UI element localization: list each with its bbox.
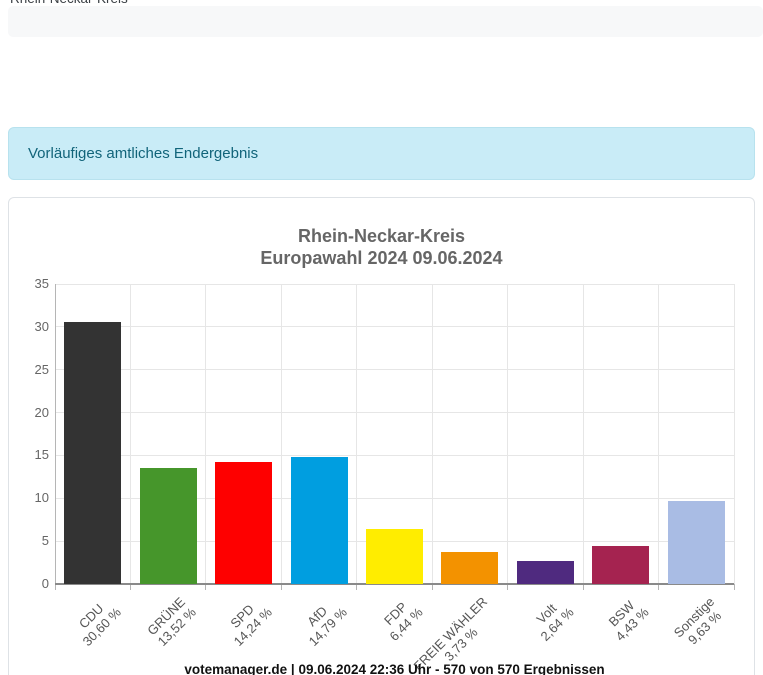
chart-bar-bsw (592, 546, 650, 584)
x-axis-tick (280, 584, 282, 590)
y-gridline (55, 283, 734, 285)
y-gridline (55, 497, 734, 499)
chart-bar-sonstige (667, 501, 725, 584)
x-gridline (658, 284, 660, 584)
x-axis-category-label: GRÜNE 13,52 % (144, 594, 200, 649)
x-axis-tick (733, 584, 735, 590)
x-axis-category-label: BSW 4,43 % (602, 594, 652, 644)
breadcrumb[interactable]: Rhein-Neckar-Kreis (10, 0, 128, 6)
x-axis-line (55, 583, 734, 585)
x-gridline (582, 284, 584, 584)
y-gridline (55, 369, 734, 371)
chart-bar-fdp (366, 528, 423, 584)
chart-bar-spd (215, 461, 273, 584)
y-gridline (55, 326, 734, 328)
y-axis-tick-label: 25 (34, 361, 49, 377)
chart-bar-volt (516, 561, 574, 584)
chart-bar-freie-wähler (441, 552, 499, 584)
x-axis-tick (54, 584, 56, 590)
x-axis-tick (431, 584, 433, 590)
x-axis-category-label: AfD 14,79 % (295, 594, 351, 649)
chart-bar-grüne (139, 468, 197, 584)
chart-card: Rhein-Neckar-Kreis Europawahl 2024 09.06… (8, 197, 755, 675)
x-gridline (507, 284, 509, 584)
result-status-banner: Vorläufiges amtliches Endergebnis (8, 127, 755, 180)
chart-footer: votemanager.de | 09.06.2024 22:36 Uhr - … (184, 662, 605, 675)
y-gridline (55, 412, 734, 414)
x-gridline (280, 284, 282, 584)
y-axis-line (55, 284, 56, 584)
x-gridline (205, 284, 207, 584)
x-axis-tick (356, 584, 358, 590)
y-axis-tick-label: 0 (41, 576, 49, 591)
y-axis-tick-label: 30 (34, 318, 49, 334)
x-axis-category-label: Volt 2,64 % (527, 594, 576, 644)
x-gridline (356, 284, 358, 584)
y-gridline (55, 454, 734, 456)
x-axis-category-label: CDU 30,60 % (69, 594, 124, 649)
y-axis-tick-label: 15 (34, 447, 49, 463)
x-axis-tick (658, 584, 660, 590)
chart-bar-afd (290, 457, 348, 584)
y-axis-tick-label: 20 (34, 404, 49, 420)
x-axis-category-label: Sonstige 9,63 % (671, 594, 728, 651)
x-axis-tick (205, 584, 207, 590)
chart-subtitle: Europawahl 2024 09.06.2024 (260, 248, 503, 268)
result-status-text: Vorläufiges amtliches Endergebnis (28, 145, 259, 162)
x-axis-tick (129, 584, 131, 590)
chart-title: Rhein-Neckar-Kreis (297, 226, 466, 246)
scrolled-content-panel (8, 6, 763, 37)
x-gridline (733, 284, 735, 584)
x-axis-tick (582, 584, 584, 590)
y-axis-tick-label: 35 (34, 276, 49, 291)
y-axis-tick-label: 10 (34, 490, 49, 506)
chart-bar-cdu (64, 321, 122, 584)
plot-area: 0 5 10 15 20 25 30 35 CDU 30,60 % GRÜNE 13,52 % SPD 1… (35, 276, 735, 674)
x-gridline (129, 284, 131, 584)
x-axis-tick (507, 584, 509, 590)
x-gridline (431, 284, 433, 584)
x-axis-category-label: FDP 6,44 % (376, 594, 426, 644)
y-axis-tick-label: 5 (41, 533, 49, 549)
x-axis-category-label: SPD 14,24 % (220, 594, 275, 649)
